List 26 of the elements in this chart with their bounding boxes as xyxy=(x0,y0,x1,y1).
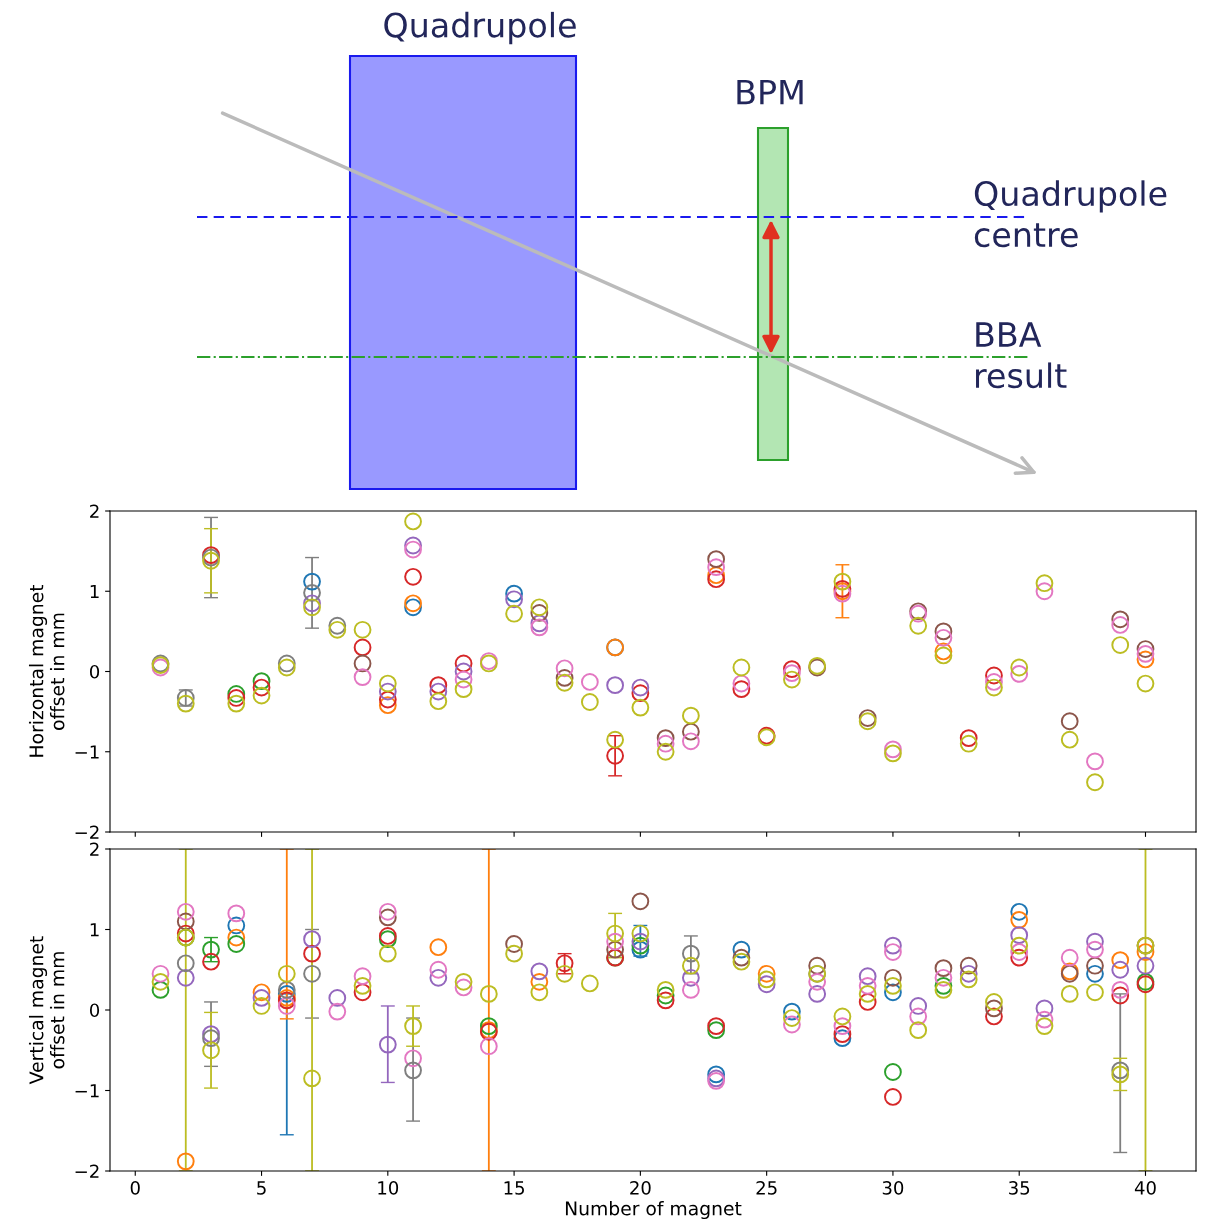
y-tick-label: −2 xyxy=(75,1164,99,1178)
x-tick-label: 20 xyxy=(630,1181,651,1195)
x-tick-label: 5 xyxy=(257,1181,266,1195)
y-axis-title: Vertical magnet offset in mm xyxy=(28,936,65,1085)
x-tick-label: 35 xyxy=(1009,1181,1030,1195)
text: BPM xyxy=(737,79,803,105)
x-tick-label: 15 xyxy=(504,1181,524,1195)
y-tick-label: −1 xyxy=(75,1084,99,1098)
text: Quadrupole centre xyxy=(974,180,1167,248)
y-axis-title: Horizontal magnet offset in mm xyxy=(28,584,65,757)
x-tick-label: 10 xyxy=(378,1181,399,1195)
y-tick-label: 0 xyxy=(89,1003,100,1018)
y-tick-label: 1 xyxy=(90,923,99,937)
y-tick-label: 2 xyxy=(90,842,99,856)
y-tick-label: 2 xyxy=(90,504,99,518)
text: BBA result xyxy=(976,322,1067,389)
y-tick-label: −1 xyxy=(75,745,99,759)
x-axis-title: Number of magnet xyxy=(565,1200,742,1220)
text: Quadrupole xyxy=(384,11,576,45)
y-tick-label: 1 xyxy=(90,584,99,599)
y-tick-label: −2 xyxy=(75,825,99,839)
x-tick-label: 25 xyxy=(756,1181,777,1195)
y-tick-label: 0 xyxy=(89,664,100,679)
x-tick-label: 40 xyxy=(1134,1181,1156,1195)
x-tick-label: 30 xyxy=(882,1181,904,1195)
x-tick-label: 0 xyxy=(130,1181,140,1195)
